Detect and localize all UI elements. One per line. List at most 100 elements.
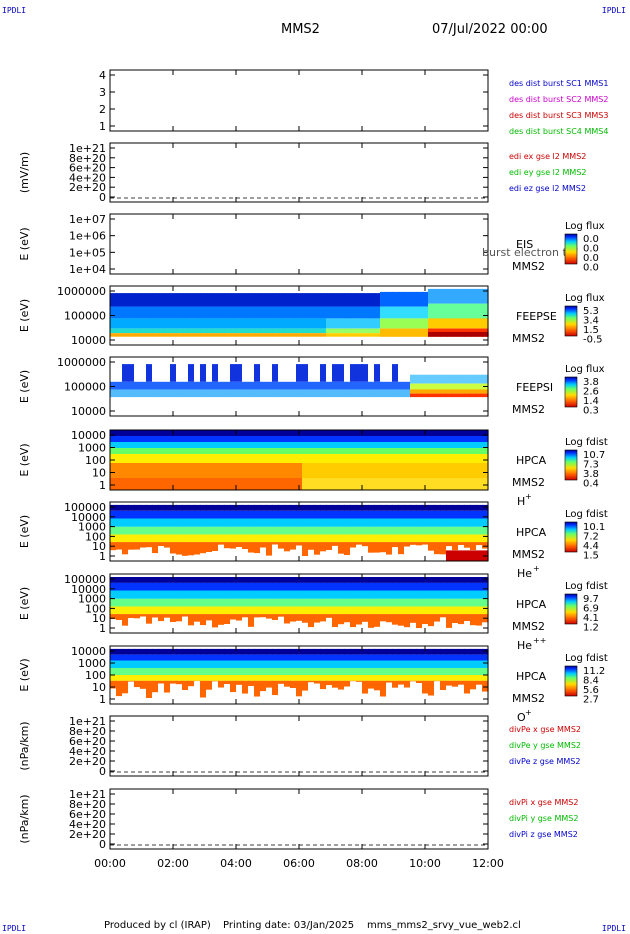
heatmap-cell	[470, 590, 477, 599]
heatmap-cell	[374, 430, 381, 436]
heatmap-cell	[188, 534, 195, 543]
heatmap-cell	[158, 534, 165, 543]
heatmap-cell	[230, 598, 237, 607]
heatmap-cell	[422, 448, 429, 454]
heatmap-cell	[440, 478, 447, 490]
heatmap-cell	[374, 510, 381, 519]
heatmap-cell	[176, 660, 183, 668]
heatmap-cell	[464, 383, 471, 390]
y-tick-label: 1e+21	[69, 788, 106, 801]
heatmap-cell	[476, 318, 483, 329]
y-tick-label: 100	[85, 669, 106, 682]
heatmap-cell	[128, 436, 135, 442]
y-tick-label: 2e+20	[69, 755, 106, 768]
heatmap-cell	[332, 606, 339, 615]
heatmap-cell	[320, 582, 327, 591]
heatmap-cell	[434, 478, 441, 490]
heatmap-cell	[164, 660, 171, 668]
heatmap-cell	[446, 518, 453, 527]
heatmap-cell	[314, 554, 321, 561]
heatmap-cell	[260, 526, 267, 535]
heatmap-cell	[200, 463, 207, 478]
heatmap-cell	[476, 606, 483, 615]
heatmap-cell	[308, 606, 315, 615]
heatmap-cell	[284, 504, 291, 511]
y-tick-label: 10000	[71, 405, 106, 418]
heatmap-cell	[218, 582, 225, 591]
heatmap-cell	[476, 614, 483, 626]
heatmap-cell	[314, 660, 321, 668]
heatmap-cell	[212, 333, 219, 337]
heatmap-cell	[284, 448, 291, 454]
heatmap-cell	[464, 389, 471, 394]
heatmap-cell	[284, 534, 291, 543]
heatmap-cell	[242, 364, 249, 382]
heatmap-cell	[254, 577, 261, 583]
heatmap-cell	[308, 328, 315, 334]
heatmap-cell	[470, 389, 477, 394]
heatmap-cell	[158, 660, 165, 668]
heatmap-cell	[332, 510, 339, 519]
heatmap-cell	[200, 680, 207, 698]
heatmap-cell	[434, 383, 441, 390]
heatmap-cell	[188, 436, 195, 442]
heatmap-cell	[368, 306, 375, 319]
heatmap-cell	[152, 654, 159, 661]
heatmap-cell	[350, 454, 357, 463]
heatmap-cell	[314, 381, 321, 390]
heatmap-cell	[422, 675, 429, 681]
heatmap-cell	[344, 478, 351, 490]
heatmap-cell	[428, 303, 435, 319]
heatmap-cell	[206, 430, 213, 436]
heatmap-cell	[350, 478, 357, 490]
heatmap-cell	[296, 518, 303, 527]
heatmap-cell	[266, 660, 273, 668]
heatmap-cell	[404, 590, 411, 599]
heatmap-cell	[230, 668, 237, 675]
heatmap-cell	[416, 534, 423, 543]
y-tick-label: 1000000	[57, 356, 106, 369]
heatmap-cell	[296, 577, 303, 583]
heatmap-cell	[272, 318, 279, 329]
heatmap-cell	[386, 430, 393, 436]
heatmap-cell	[428, 648, 435, 655]
heatmap-cell	[356, 648, 363, 655]
heatmap-cell	[458, 680, 465, 685]
heatmap-cell	[272, 328, 279, 334]
heatmap-cell	[296, 504, 303, 511]
heatmap-cell	[116, 549, 123, 561]
heatmap-cell	[350, 381, 357, 390]
heatmap-cell	[146, 526, 153, 535]
heatmap-cell	[212, 364, 219, 382]
heatmap-cell	[218, 648, 225, 655]
heatmap-cell	[380, 318, 387, 329]
heatmap-cell	[386, 534, 393, 543]
heatmap-cell	[416, 454, 423, 463]
heatmap-cell	[176, 577, 183, 583]
heatmap-cell	[182, 518, 189, 527]
heatmap-cell	[158, 442, 165, 448]
heatmap-cell	[242, 526, 249, 535]
heatmap-cell	[344, 668, 351, 675]
heatmap-cell	[428, 695, 435, 704]
heatmap-cell	[362, 518, 369, 527]
heatmap-cell	[386, 504, 393, 511]
heatmap-cell	[374, 463, 381, 478]
heatmap-cell	[428, 463, 435, 478]
heatmap-cell	[446, 383, 453, 390]
heatmap-cell	[170, 448, 177, 454]
heatmap-cell	[416, 577, 423, 583]
heatmap-cell	[368, 668, 375, 675]
heatmap-cell	[464, 577, 471, 583]
heatmap-cell	[320, 542, 327, 552]
heatmap-cell	[242, 654, 249, 661]
heatmap-cell	[350, 627, 357, 633]
heatmap-cell	[248, 598, 255, 607]
heatmap-cell	[344, 328, 351, 334]
heatmap-cell	[350, 436, 357, 442]
heatmap-cell	[218, 306, 225, 319]
heatmap-cell	[206, 542, 213, 552]
heatmap-cell	[386, 622, 393, 633]
heatmap-cell	[380, 577, 387, 583]
heatmap-cell	[404, 654, 411, 661]
